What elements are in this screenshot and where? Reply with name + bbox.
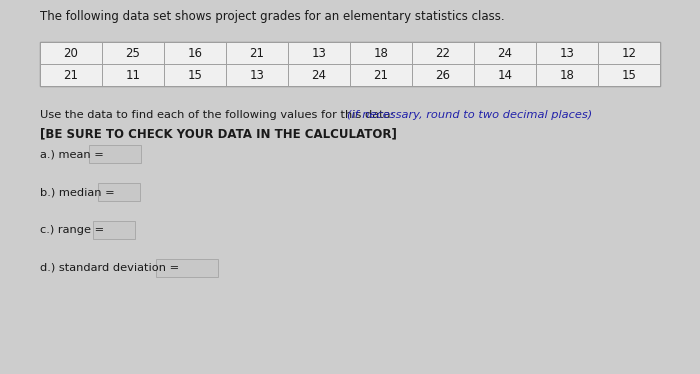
Bar [156, 259, 218, 277]
Bar [350, 64, 412, 86]
Text: 20: 20 [64, 46, 78, 59]
Text: 21: 21 [64, 68, 78, 82]
Text: 13: 13 [312, 46, 326, 59]
Bar [412, 64, 474, 86]
Text: 11: 11 [125, 68, 141, 82]
Text: 26: 26 [435, 68, 451, 82]
Text: 24: 24 [312, 68, 326, 82]
Text: 22: 22 [435, 46, 451, 59]
Text: 14: 14 [498, 68, 512, 82]
Text: 13: 13 [559, 46, 575, 59]
Text: 18: 18 [559, 68, 575, 82]
Text: c.) range =: c.) range = [40, 225, 104, 235]
Bar [164, 64, 226, 86]
Text: 15: 15 [188, 68, 202, 82]
Text: 21: 21 [374, 68, 388, 82]
Text: 25: 25 [125, 46, 141, 59]
Bar [288, 64, 350, 86]
Bar [536, 42, 598, 64]
Bar [598, 64, 660, 86]
Bar [164, 42, 226, 64]
Bar [102, 42, 164, 64]
Text: d.) standard deviation =: d.) standard deviation = [40, 263, 179, 273]
Bar [350, 42, 412, 64]
Text: Use the data to find each of the following values for this data:: Use the data to find each of the followi… [40, 110, 398, 120]
Text: 13: 13 [250, 68, 265, 82]
Bar [598, 42, 660, 64]
Bar [226, 42, 288, 64]
Text: b.) median =: b.) median = [40, 187, 115, 197]
Bar [93, 221, 135, 239]
Text: The following data set shows project grades for an elementary statistics class.: The following data set shows project gra… [40, 10, 505, 23]
Bar [98, 183, 140, 201]
Bar [474, 42, 536, 64]
Bar [474, 64, 536, 86]
Text: a.) mean =: a.) mean = [40, 149, 104, 159]
Bar [102, 64, 164, 86]
Text: 18: 18 [374, 46, 388, 59]
Text: 16: 16 [188, 46, 202, 59]
Text: 24: 24 [498, 46, 512, 59]
Bar [536, 64, 598, 86]
Bar [412, 42, 474, 64]
Bar [88, 145, 141, 163]
Bar [226, 64, 288, 86]
Bar [288, 42, 350, 64]
Text: (if necessary, round to two decimal places): (if necessary, round to two decimal plac… [346, 110, 592, 120]
Bar [40, 64, 102, 86]
Bar [40, 42, 660, 86]
Text: 21: 21 [249, 46, 265, 59]
Text: 12: 12 [622, 46, 636, 59]
Text: 15: 15 [622, 68, 636, 82]
Bar [40, 42, 102, 64]
Text: [BE SURE TO CHECK YOUR DATA IN THE CALCULATOR]: [BE SURE TO CHECK YOUR DATA IN THE CALCU… [40, 127, 397, 140]
